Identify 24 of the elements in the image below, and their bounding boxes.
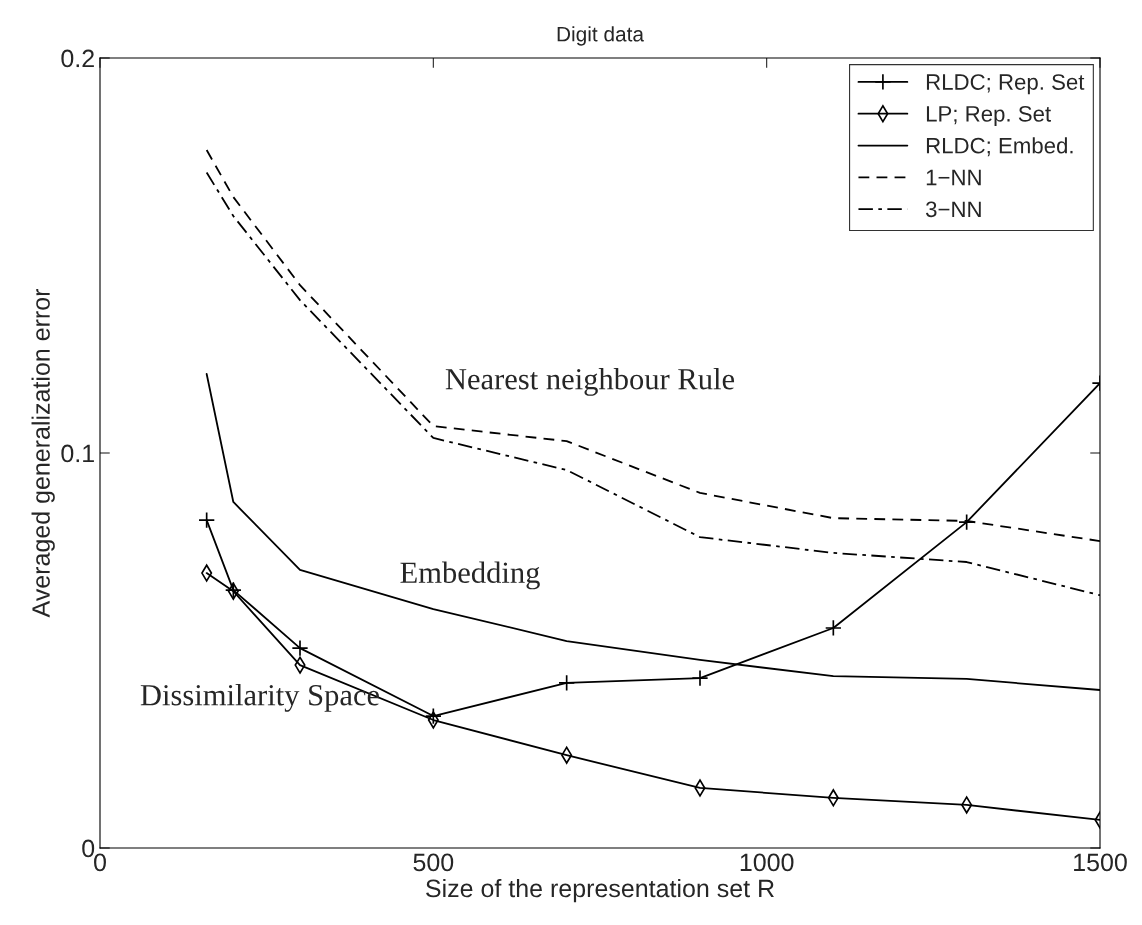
x-axis-title: Size of the representation set R	[426, 878, 774, 903]
x-tick-label: 1000	[740, 853, 794, 872]
x-tick-label: 0	[94, 853, 106, 872]
point	[691, 669, 709, 687]
point	[824, 619, 842, 637]
legend-label: 3−NN	[925, 201, 981, 218]
x-tick-label: 1500	[1074, 853, 1127, 872]
annotation: Nearest neighbour Rule	[445, 368, 735, 396]
legend-label: LP; Rep. Set	[926, 105, 1051, 127]
point	[291, 639, 309, 657]
y-tick-label: 0.1	[61, 444, 94, 463]
point	[424, 707, 442, 725]
y-axis-title: Averaged generalization error	[31, 288, 55, 618]
y-tick-label: 0.2	[61, 49, 94, 68]
point	[198, 511, 216, 529]
legend-label: RLDC; Embed.	[926, 137, 1073, 157]
chart-title: Digit data	[557, 26, 645, 46]
legend-label: RLDC; Rep. Set	[926, 74, 1085, 95]
legend-label: 1−NN	[926, 169, 981, 186]
x-tick-label: 500	[413, 853, 454, 872]
annotation: Embedding	[400, 561, 540, 590]
point	[558, 674, 576, 692]
y-tick-label: 0	[82, 839, 95, 858]
annotation: Dissimilarity Space	[140, 684, 380, 712]
